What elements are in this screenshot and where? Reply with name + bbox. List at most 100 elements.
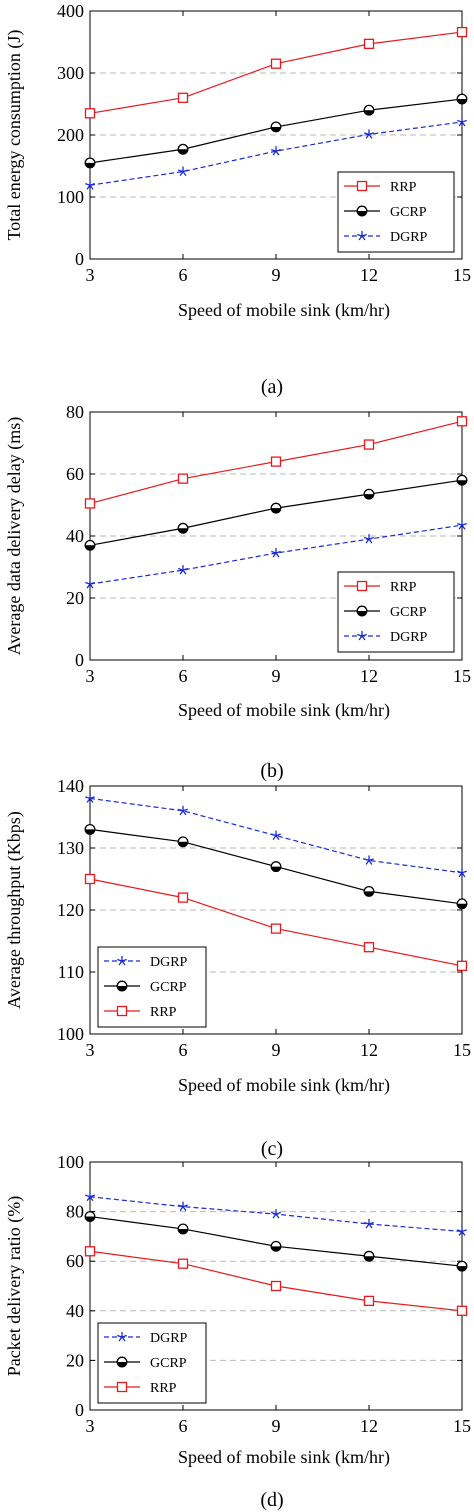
legend-marker-dgrp [357,231,367,241]
legend-label-rrp: RRP [390,180,417,195]
data-point-dgrp [85,180,95,190]
data-point-dgrp [271,548,281,558]
marker-star-ray [364,1221,370,1225]
legend-marker-rrp [356,180,368,192]
marker-star-ray [368,858,374,862]
data-point-rrp [363,38,375,50]
marker-star-ray [458,872,463,878]
data-point-dgrp [457,116,467,127]
marker-star-ray [275,550,281,554]
marker-star-ray [361,233,367,237]
marker-star-ray [178,1204,184,1208]
marker-half-fill [357,611,367,616]
marker-star-ray [275,148,281,152]
data-point-rrp [363,942,375,953]
figure-caption: (a) [261,376,283,398]
marker-star-ray [458,1231,463,1236]
data-point-gcrp [84,157,96,169]
marker-star-ray [178,567,184,571]
y-tick-label: 0 [75,249,84,269]
series-gcrp [84,93,468,169]
marker-half-fill [364,1256,374,1262]
x-tick-label: 12 [360,666,378,686]
figure-caption: (b) [260,760,283,782]
marker-star-ray [368,132,374,135]
legend-marker-rrp [116,1005,128,1017]
marker-star-ray [182,171,187,177]
marker-half-fill [85,829,95,835]
marker-star-ray [121,1336,126,1342]
data-point-rrp [456,26,468,38]
data-point-dgrp [85,1191,95,1202]
x-tick-label: 3 [86,666,95,686]
x-tick-label: 9 [272,265,281,285]
marker-star-ray [368,1223,373,1229]
data-point-gcrp [270,502,282,514]
data-point-gcrp [270,121,282,133]
legend-label-gcrp: GCRP [390,605,427,620]
marker-star-ray [272,835,277,841]
data-point-dgrp [271,830,281,841]
data-point-gcrp [456,898,468,910]
marker-half-fill [457,480,467,485]
marker-star-ray [461,121,466,127]
marker-star-ray [461,1231,466,1236]
data-point-gcrp [177,1223,189,1235]
marker-star-ray [364,536,370,540]
chart-c: 100 110 120 130 140 3 6 9 12 15 Speed of mobile si… [4,776,471,1160]
data-point-dgrp [178,166,188,177]
data-point-rrp [84,873,96,885]
data-point-gcrp [84,823,96,835]
y-tick-label: 100 [57,187,84,207]
y-tick-label: 200 [57,125,84,145]
marker-star-ray [365,538,370,544]
marker-star-ray [275,552,280,558]
x-tick-label: 12 [360,1416,378,1436]
series-rrp [84,1246,468,1316]
marker-star-ray [86,583,91,589]
marker-star-ray [461,1229,467,1233]
y-tick-label: 120 [57,900,84,920]
marker-star-ray [368,1221,374,1225]
marker-star-ray [457,119,463,123]
x-axis-label: Speed of mobile sink (km/hr) [178,1447,390,1468]
x-tick-label: 15 [453,666,471,686]
legend-marker-dgrp [117,956,127,966]
y-tick-label: 0 [75,650,84,670]
data-point-rrp [84,498,96,509]
marker-star-ray [368,538,373,544]
marker-star-ray [275,833,281,837]
data-point-gcrp [270,1240,282,1252]
marker-star-ray [461,119,467,123]
y-tick-label: 130 [57,838,84,858]
series-dgrp [85,793,467,878]
marker-half-fill [178,528,188,534]
marker-star-ray [178,169,184,173]
data-point-gcrp [177,143,189,155]
data-point-rrp [177,473,189,484]
marker-star-ray [365,860,370,865]
marker-star-ray [118,960,123,966]
series-gcrp [84,1211,468,1272]
marker-star-ray [182,567,188,571]
marker-star-ray [86,184,91,190]
x-tick-label: 9 [272,1040,281,1060]
series-rrp [84,26,468,119]
marker-star-ray [272,1213,277,1219]
y-tick-label: 40 [66,1301,84,1321]
marker-star-ray [361,633,367,637]
legend-label-dgrp: DGRP [150,1331,188,1346]
data-point-gcrp [456,474,468,486]
y-tick-label: 140 [57,776,84,796]
marker-star-ray [364,858,370,862]
marker-star-ray [457,870,463,874]
data-point-rrp [456,1305,468,1316]
y-tick-label: 80 [66,402,84,422]
marker-star-ray [271,833,277,837]
figure-caption: (d) [260,1489,283,1511]
y-tick-label: 20 [66,588,84,608]
legend-marker-gcrp [116,1356,128,1368]
marker-half-fill [364,494,374,499]
marker-half-fill [457,99,467,104]
series-dgrp [85,520,467,589]
